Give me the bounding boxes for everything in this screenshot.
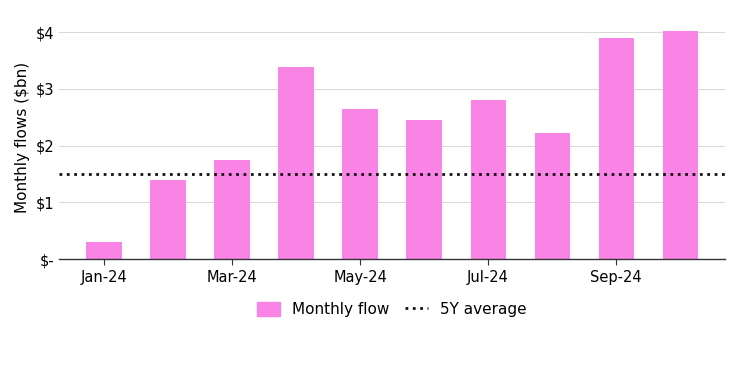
Legend: Monthly flow, 5Y average: Monthly flow, 5Y average [249, 294, 534, 325]
Bar [534, 133, 570, 259]
Y-axis label: Monthly flows ($bn): Monthly flows ($bn) [15, 62, 30, 213]
Bar [87, 242, 121, 259]
Bar [150, 180, 186, 259]
Bar [662, 31, 698, 259]
Bar [278, 67, 314, 259]
Bar [406, 120, 442, 259]
Bar [343, 109, 377, 259]
Bar [471, 100, 505, 259]
Bar [215, 160, 249, 259]
Bar [599, 38, 633, 259]
